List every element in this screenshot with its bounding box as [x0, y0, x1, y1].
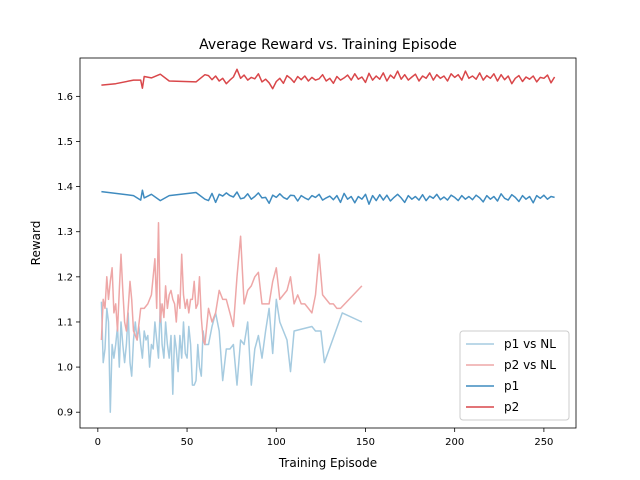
y-tick-label: 1.4: [57, 182, 73, 193]
x-tick-label: 100: [267, 437, 286, 448]
x-tick-label: 250: [534, 437, 553, 448]
legend-box: [459, 330, 570, 421]
series-line-1: [100, 221, 363, 346]
chart-title: Average Reward vs. Training Episode: [199, 37, 457, 53]
legend-label-2: p1: [504, 379, 519, 393]
y-tick-label: 1.6: [57, 92, 73, 103]
y-tick-label: 1.3: [57, 227, 73, 238]
y-tick-label: 1.0: [57, 363, 73, 374]
plot-frame: [79, 57, 577, 429]
y-axis-ticks: 0.9 1.0 1.1 1.2 1.3 1.4 1.5 1.6: [57, 92, 80, 419]
series-line-3: [101, 68, 556, 90]
y-tick-label: 0.9: [57, 408, 73, 419]
legend-label-3: p2: [504, 400, 519, 414]
y-tick-label: 1.1: [57, 317, 73, 328]
series-line-2: [101, 189, 555, 205]
x-tick-label: 50: [181, 437, 194, 448]
legend-label-1: p2 vs NL: [504, 358, 556, 372]
x-axis-ticks: 0 50 100 150 200 250: [95, 428, 553, 448]
legend-label-0: p1 vs NL: [504, 337, 556, 351]
legend: p1 vs NL p2 vs NL p1 p2: [459, 330, 570, 421]
y-tick-label: 1.5: [57, 137, 73, 148]
y-tick-label: 1.2: [57, 272, 73, 283]
x-tick-label: 150: [356, 437, 375, 448]
x-tick-label: 0: [95, 437, 101, 448]
x-axis-label: Training Episode: [278, 456, 377, 470]
series-layer: [100, 68, 556, 413]
x-tick-label: 200: [445, 437, 464, 448]
y-axis-label: Reward: [29, 221, 43, 266]
